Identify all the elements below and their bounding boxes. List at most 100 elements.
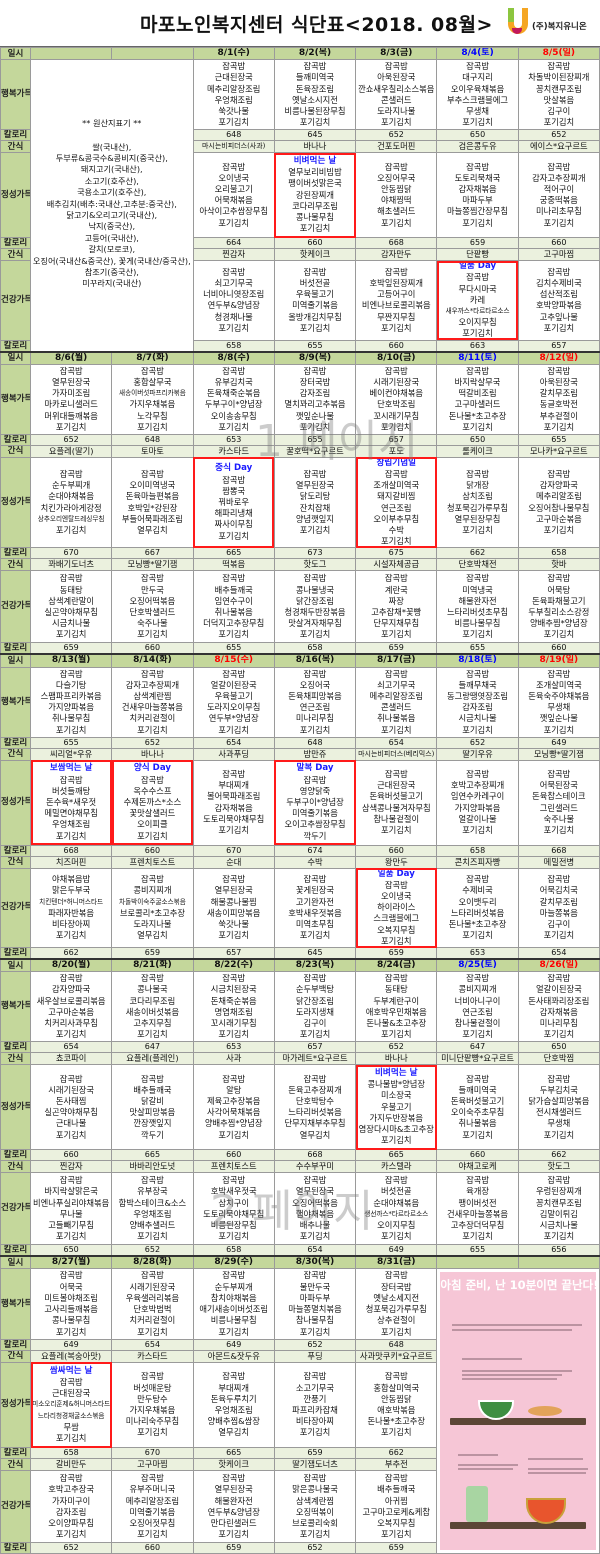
menu-item: 순두부찌개: [52, 480, 91, 491]
menu-item: 잡곡밥: [466, 272, 489, 283]
origin-item: 소고기(호주산),: [84, 175, 139, 186]
menu-item: 잡곡밥: [547, 61, 571, 72]
menu-item: 콩비지찌개: [133, 885, 172, 896]
snack-item: 딸기우유: [436, 747, 519, 761]
menu-item: 알탕: [226, 1084, 242, 1095]
menu-item: 하이라이스: [377, 902, 416, 913]
row-label-calorie: 칼로리: [0, 547, 31, 560]
menu-item: 맑은콩나물국: [292, 1484, 338, 1495]
empty-cell: [517, 1255, 600, 1270]
calorie-value: 649: [517, 736, 600, 749]
row-label-snack: 간식: [0, 747, 31, 761]
menu-item: 도라지오이무침: [206, 702, 261, 713]
row-label-calorie: 칼로리: [0, 1041, 31, 1054]
menu-item: 오징떡볶이: [295, 1506, 335, 1517]
menu-item: 돈육채죽순볶음: [206, 388, 261, 399]
calorie-value: 654: [192, 736, 275, 749]
snack-item: 바나나: [355, 1052, 438, 1066]
menu-item: 해물콩나물찜: [210, 896, 257, 907]
menu-item: 시금치나물: [539, 1219, 578, 1230]
menu-item: 비름나물된장무침: [284, 105, 346, 116]
menu-item: 잡곡밥: [222, 61, 246, 72]
week-5-row-breakfast: 행복가득아침잡곡밥어묵국미트볼야채조림고사리들깨볶음콩나물무침포기김치잡곡밥시래…: [0, 1268, 600, 1554]
snack-item: 프렌치토스트: [192, 1160, 275, 1174]
menu-item: 마카로니샐러드: [44, 399, 98, 410]
menu-item: 오이우육채볶음: [450, 83, 505, 94]
menu-item: 가지우채볶음: [129, 399, 176, 410]
week-3-row-lunch: 정성가득점심보쌈먹는 날잡곡밥버섯들깨탕돈수육*새우젓메밀면야채무침우엉채조림포…: [0, 759, 600, 846]
breakfast-menu: 잡곡밥 시금치된장국 돈채죽순볶음 명엽채조림 꼬시래기무침 포기김치: [192, 971, 275, 1043]
calorie-value: 652: [355, 1041, 438, 1054]
menu-item: 돈나물*초고추장: [448, 410, 507, 421]
menu-item: 오이지무침: [458, 317, 497, 328]
calorie-value: 660: [111, 1542, 194, 1554]
menu-item: 잡곡밥: [140, 1175, 164, 1186]
breakfast-menu: 잡곡밥 오징어국 돈육채피망볶음 연근조림 미나리무침 포기김치: [273, 666, 357, 738]
menu-item: 마늘쫑찜간장무침: [447, 206, 509, 217]
menu-item: 배추들깨국: [377, 1484, 416, 1495]
week-2-row-date: 일시 8/6(월) 8/7(화) 8/8(수) 8/9(목) 8/10(금) 8/11(토)…: [0, 350, 600, 365]
menu-item: 포기김치: [55, 1129, 87, 1140]
menu-item: 조개살미역국: [535, 679, 582, 690]
snack-item: 꽈배기도너츠: [29, 558, 113, 572]
menu-item: 시금치된장국: [210, 984, 257, 995]
calorie-value: 650: [517, 1041, 600, 1054]
menu-item: 콩나물무침: [52, 1315, 91, 1326]
calorie-value: 660: [192, 1149, 275, 1162]
menu-item: 잡곡밥: [303, 973, 327, 984]
menu-item: 오이냉국: [218, 172, 249, 183]
breakfast-menu: 잡곡밥 얼갈이된장국 우육불고기 도라지오이무침 연두부*양념장 포기김치: [192, 666, 275, 738]
snack-item: 부추전: [355, 1458, 438, 1472]
menu-item: 코다리무조림: [292, 200, 338, 211]
menu-item: 삼색계란찜: [295, 1495, 335, 1506]
breakfast-menu: 잡곡밥 물만두국 마파두부 마늘쫑멸치볶음 참나물무침 포기김치: [273, 1268, 357, 1340]
menu-item: 양배추찜*양념장: [530, 618, 588, 629]
row-label-snack: 간식: [0, 1349, 31, 1363]
menu-item: 파래자반볶음: [48, 907, 95, 918]
week-4-row-dinner: 건강가득저녁잡곡밥바지락살맑은국비엔나푸실리야채볶음무나물고들빼기무침포기김치잡…: [0, 1172, 600, 1246]
menu-item: 포기김치: [218, 1129, 249, 1140]
empty-cell: [111, 46, 194, 61]
breakfast-menu: 잡곡밥 얼갈이된장국 돈사태꽈리장조림 감자채볶음 미나리무침 포기김치: [517, 971, 600, 1043]
menu-item: 포기김치: [462, 421, 493, 432]
menu-item: 부대찌개: [218, 1382, 249, 1393]
calorie-value: 658: [192, 339, 275, 353]
calorie-value: 662: [355, 1447, 438, 1460]
menu-item: 감자조림: [55, 1506, 87, 1517]
dinner-menu: 잡곡밥 열무된장국 오징어떡볶음 햄야채볶음 배추나물 포기김치: [273, 1172, 357, 1246]
menu-item: 포기김치: [380, 217, 412, 228]
lunch-menu: 창립기념일 잡곡밥 조개살미역국 돼지갈비찜 연근조림 오이부추무침 수박 포기김치: [355, 456, 438, 549]
snack-item: 사과: [192, 1052, 275, 1066]
week-2-row-breakfast: 행복가득아침잡곡밥열무된장국가자미조림마카로니샐러드머위대들깨볶음포기김치잡곡밥…: [0, 363, 600, 435]
menu-item: 잡곡밥: [140, 469, 164, 480]
calorie-value: 660: [517, 237, 600, 250]
week-5-row-calorie: 칼로리 649 654 649 652 648: [0, 1338, 600, 1351]
menu-item: 도라지나물: [133, 919, 172, 930]
date-header: 8/14(화): [111, 653, 194, 668]
lunch-menu: 잡곡밥 오이미역냉국 돈육마늘편볶음 호박잎*강된장 부들어묵파래조림 열무김치: [111, 456, 194, 549]
week-2-row-dinner: 건강가득저녁잡곡밥동태탕삼색계란말이실곤약야채무침시금치나물포기김치잡곡밥만두국…: [0, 570, 600, 644]
menu-item: 바지락살맑은국: [44, 1186, 98, 1197]
snack-item: 쵸코파이: [29, 1052, 113, 1066]
ad-text-line: [462, 1370, 573, 1373]
menu-item: 잡곡밥: [140, 668, 164, 679]
snack-item: 콘치즈피자빵: [436, 855, 519, 869]
menu-item: 잡곡밥: [547, 573, 571, 584]
dinner-menu: 잡곡밥 어묵김치국 갈치무조림 마늘쫑볶음 김구이 포기김치: [517, 867, 600, 949]
menu-item: 해물완자전: [214, 1495, 253, 1506]
menu-item: 치커리사과무침: [44, 1017, 98, 1028]
calorie-value: 652: [29, 1542, 113, 1554]
menu-item: 스크램블에그: [373, 913, 420, 924]
date-header: 8/15(수): [192, 653, 275, 668]
date-header: 8/7(화): [111, 350, 194, 365]
breakfast-menu: 잡곡밥 시래기된장국 베이컨야채볶음 단호박조림 꼬시래기무침 포기김치: [355, 363, 438, 435]
menu-item: 연근조림: [299, 702, 331, 713]
calorie-value: 656: [517, 1244, 600, 1257]
menu-item: 잡곡밥: [384, 973, 408, 984]
menu-item: 장터국밥: [299, 376, 331, 387]
menu-item: 잡곡밥: [222, 1473, 246, 1484]
menu-item: 치킨텐더*허니머스타드: [39, 897, 104, 906]
lunch-menu: 쌈싸먹는 날 잡곡밥 근대된장국 미소오리훈제&허니머스타드 느타리청경채굴소스볶음 무쌈…: [29, 1361, 113, 1449]
calorie-value: 668: [29, 844, 113, 857]
menu-item: 함박스테이크&소스: [118, 1197, 187, 1208]
